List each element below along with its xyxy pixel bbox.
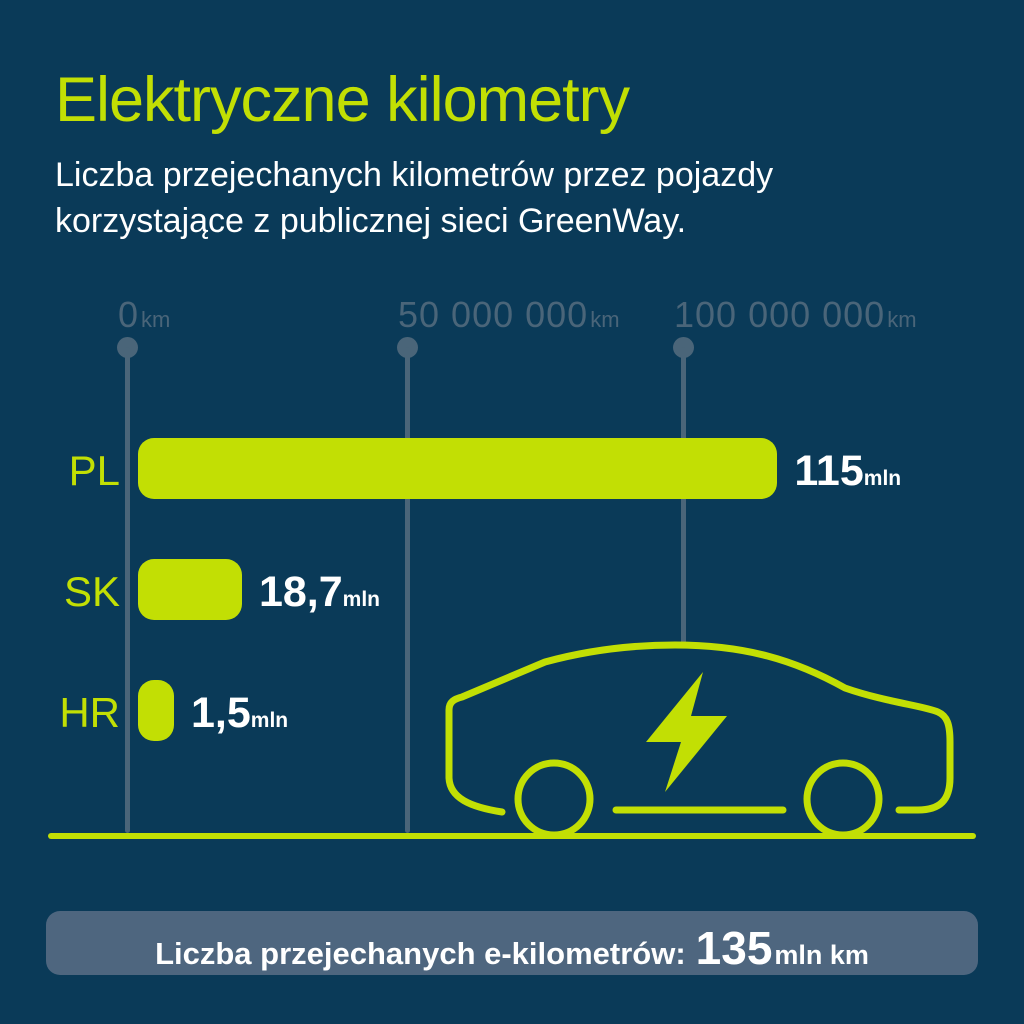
bar-value-unit: mln [342,588,381,611]
axis-tick-number: 100 000 000 [674,294,886,335]
axis-tick-50mln-km: 50 000 000km [398,294,620,336]
bar-value-number: 115 [794,447,864,495]
axis-tick-number: 50 000 000 [398,294,589,335]
bar-value-unit: mln [863,467,902,490]
bar-sk [138,559,242,620]
axis-tick-unit: km [590,307,620,332]
total-value: 135 [695,922,773,974]
car-outline-icon [445,641,954,839]
total-banner: Liczba przejechanych e-kilometrów: 135 m… [46,911,978,975]
gridline [125,347,130,833]
total-label: Liczba przejechanych e-kilometrów: [155,936,686,971]
page-title: Elektryczne kilometry [55,65,630,135]
gridline [405,347,410,833]
bar-value-pl: 115mln [794,447,901,496]
bar-hr [138,680,174,741]
bar-value-hr: 1,5mln [191,689,288,738]
axis-tick-number: 0 [118,294,140,335]
subtitle-line-1: Liczba przejechanych kilometrów przez po… [55,156,774,194]
total-banner-text: Liczba przejechanych e-kilometrów: 135 m… [155,925,869,972]
bar-value-number: 1,5 [191,689,251,737]
bar-value-sk: 18,7mln [259,568,380,617]
bar-value-unit: mln [250,709,289,732]
subtitle-line-2: korzystające z publicznej sieci GreenWay… [55,202,687,240]
axis-tick-unit: km [141,307,171,332]
row-label-sk: SK [63,568,120,615]
axis-tick-0km: 0km [118,294,170,336]
ground-line [48,833,976,839]
car-rear-wheel-icon [803,759,883,839]
lightning-bolt-icon [646,672,727,792]
total-unit: mln km [774,940,869,970]
row-label-hr: HR [59,689,120,736]
bar-pl [138,438,778,499]
row-label-pl: PL [68,447,120,494]
car-body-outline [445,641,954,816]
car-front-wheel-icon [514,759,594,839]
subtitle: Liczba przejechanych kilometrów przez po… [55,152,773,244]
axis-tick-unit: km [887,307,917,332]
axis-tick-100mln-km: 100 000 000km [674,294,917,336]
bar-value-number: 18,7 [258,568,343,616]
